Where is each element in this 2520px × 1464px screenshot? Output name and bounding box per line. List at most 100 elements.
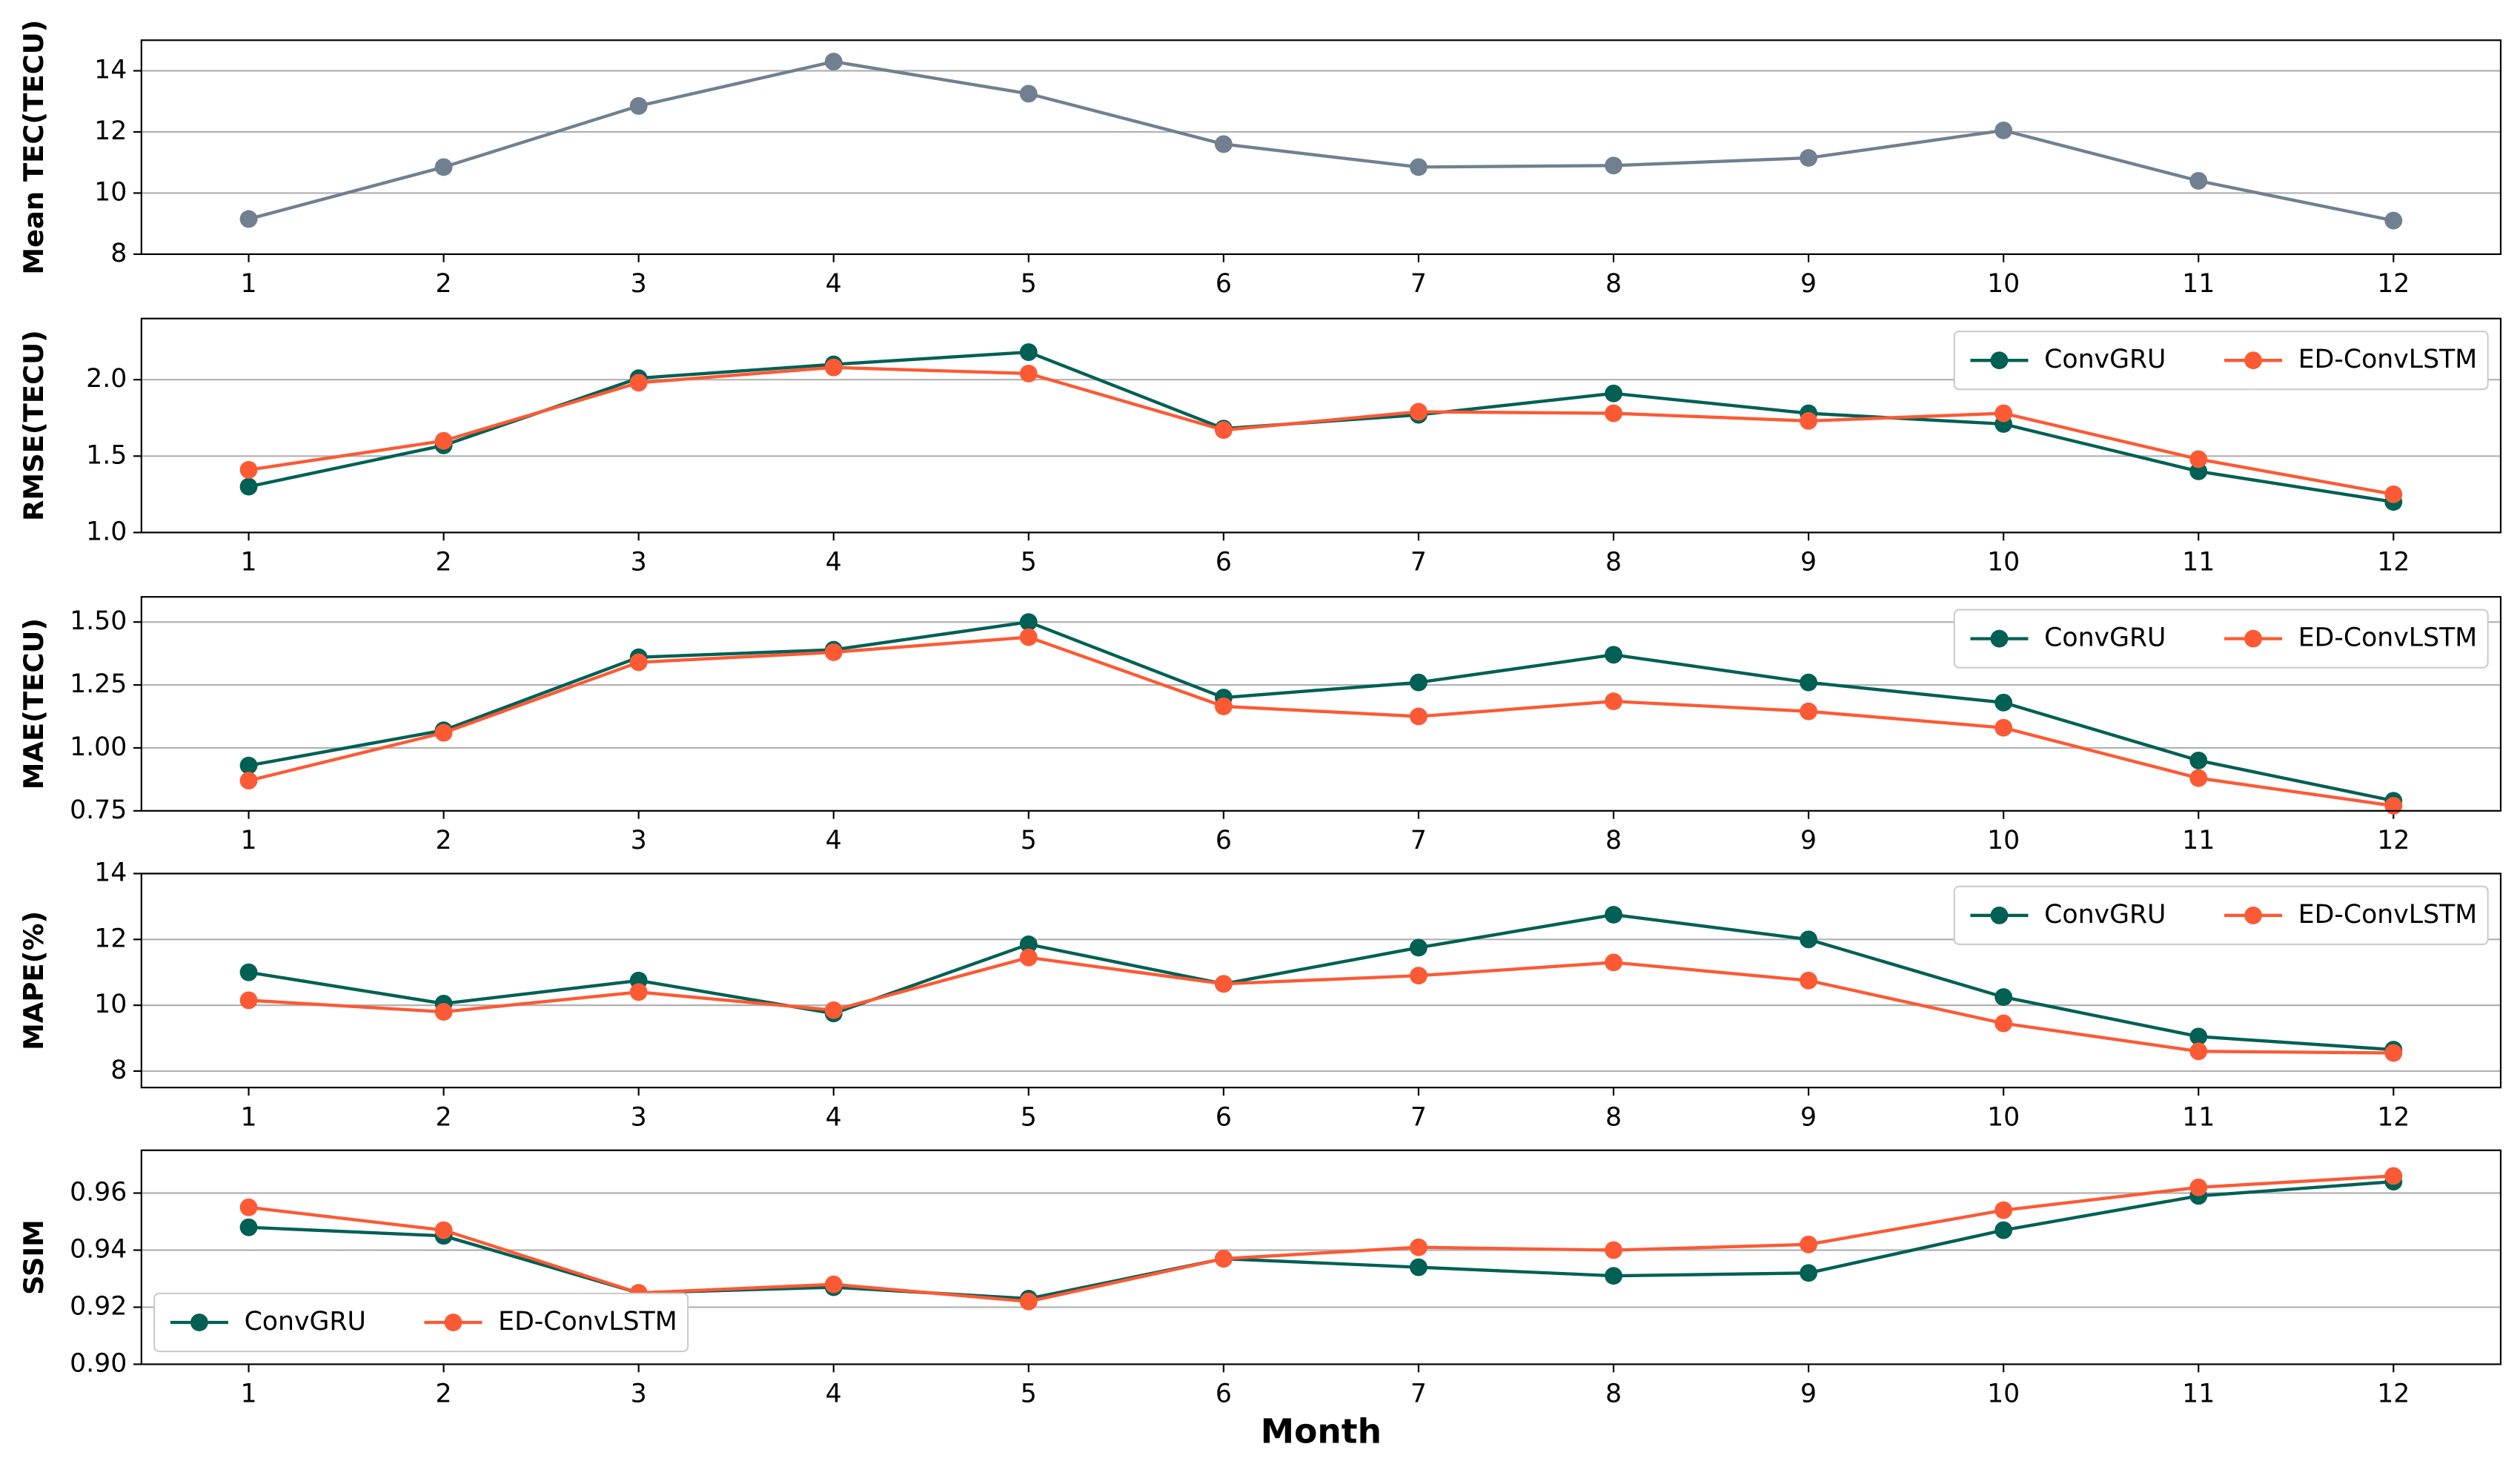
- series-line: [248, 1174, 2394, 1303]
- marker: [1214, 1250, 1233, 1268]
- marker: [2384, 797, 2403, 815]
- marker: [1605, 1241, 1622, 1259]
- y-tick-label: 0.96: [70, 1178, 127, 1208]
- legend-label: ConvGRU: [2044, 900, 2166, 930]
- y-axis-label: MAPE(%): [18, 911, 50, 1050]
- x-tick-label: 11: [2182, 1379, 2215, 1409]
- marker: [2384, 1167, 2403, 1185]
- legend-label: ConvGRU: [2044, 345, 2166, 374]
- x-tick-label: 10: [1987, 1379, 2020, 1409]
- x-tick-label: 12: [2377, 1102, 2410, 1132]
- x-tick-label: 10: [1987, 1102, 2020, 1132]
- x-tick-label: 6: [1216, 548, 1232, 577]
- marker: [824, 358, 843, 377]
- marker: [629, 653, 648, 672]
- marker: [2189, 1042, 2208, 1061]
- plot-frame: [140, 1149, 2502, 1365]
- x-tick-label: 8: [1605, 548, 1622, 577]
- x-tick-label: 10: [1987, 548, 2020, 577]
- legend-box: [1953, 885, 2489, 946]
- marker: [2189, 751, 2208, 769]
- x-tick-label: 1: [240, 548, 256, 577]
- x-tick-label: 6: [1216, 826, 1232, 855]
- marker: [1995, 1014, 2013, 1033]
- marker: [1800, 971, 1818, 990]
- marker: [2384, 1044, 2403, 1062]
- marker: [1214, 421, 1233, 440]
- marker: [2189, 1027, 2208, 1046]
- marker: [1019, 935, 1038, 953]
- x-tick-label: 4: [826, 548, 842, 577]
- y-tick-label: 1.25: [70, 669, 127, 699]
- y-tick-label: 8: [110, 239, 127, 268]
- x-tick-label: 11: [2182, 1102, 2215, 1132]
- marker: [1410, 1238, 1428, 1256]
- subplot: 0.900.920.940.961 2 3 4 5 6 7 8 9 10 11 12SSIMMonth…: [18, 1149, 2502, 1451]
- x-tick-label: 6: [1216, 1379, 1232, 1409]
- marker: [1605, 1267, 1622, 1285]
- x-tick-label: 2: [436, 1102, 452, 1132]
- marker: [824, 53, 843, 71]
- marker: [1800, 1235, 1818, 1253]
- marker: [1019, 365, 1038, 382]
- marker: [2189, 172, 2208, 190]
- y-tick-label: 0.94: [70, 1234, 127, 1264]
- x-tick-label: 9: [1800, 269, 1817, 299]
- marker: [239, 963, 258, 981]
- x-tick-label: 8: [1605, 1379, 1622, 1409]
- series-line: [248, 955, 2394, 1055]
- marker: [1800, 673, 1818, 692]
- x-tick-label: 6: [1216, 1102, 1232, 1132]
- series-line: [248, 59, 2394, 222]
- x-tick-label: 2: [436, 269, 452, 299]
- marker: [239, 210, 258, 228]
- y-tick-label: 0.92: [70, 1291, 127, 1321]
- marker: [824, 1001, 843, 1019]
- y-tick-label: 8: [110, 1056, 127, 1085]
- y-axis-label: SSIM: [18, 1219, 50, 1295]
- x-tick-label: 4: [826, 1102, 842, 1132]
- x-tick-label: 6: [1216, 269, 1232, 299]
- marker: [629, 374, 648, 392]
- marker: [1214, 697, 1233, 715]
- y-tick-label: 1.5: [86, 440, 127, 470]
- x-tick-label: 11: [2182, 269, 2215, 299]
- marker: [824, 643, 843, 661]
- x-tick-label: 8: [1605, 826, 1622, 855]
- legend-marker: [444, 1314, 462, 1331]
- legend: ConvGRU ED-ConvLSTM: [153, 1292, 689, 1353]
- marker: [1019, 613, 1038, 632]
- plot-frame: [140, 596, 2502, 812]
- marker: [434, 1221, 453, 1239]
- x-tick-label: 4: [826, 269, 842, 299]
- marker: [1605, 404, 1622, 423]
- y-tick-label: 12: [94, 116, 127, 146]
- marker: [1995, 693, 2013, 712]
- x-tick-label: 1: [240, 826, 256, 855]
- marker: [1605, 953, 1622, 972]
- marker: [1019, 85, 1038, 103]
- marker: [1995, 988, 2013, 1006]
- marker: [434, 1003, 453, 1021]
- marker: [1019, 1292, 1038, 1311]
- y-tick-label: 1.50: [70, 606, 127, 636]
- x-tick-label: 11: [2182, 548, 2215, 577]
- marker: [1410, 403, 1428, 421]
- plot-frame: [140, 39, 2502, 255]
- x-tick-label: 8: [1605, 1102, 1622, 1132]
- x-tick-label: 10: [1987, 269, 2020, 299]
- marker: [2189, 462, 2208, 480]
- x-tick-label: 7: [1410, 548, 1427, 577]
- x-tick-label: 2: [436, 826, 452, 855]
- legend-marker: [2244, 351, 2262, 370]
- legend: ConvGRU ED-ConvLSTM: [1953, 331, 2489, 391]
- marker: [434, 431, 453, 450]
- x-tick-label: 10: [1987, 826, 2020, 855]
- x-tick-label: 12: [2377, 548, 2410, 577]
- marker: [239, 991, 258, 1010]
- marker: [1605, 156, 1622, 175]
- marker: [1214, 975, 1233, 993]
- x-tick-label: 2: [436, 1379, 452, 1409]
- y-axis-label: Mean TEC(TECU): [18, 20, 50, 275]
- y-tick-label: 10: [94, 177, 127, 207]
